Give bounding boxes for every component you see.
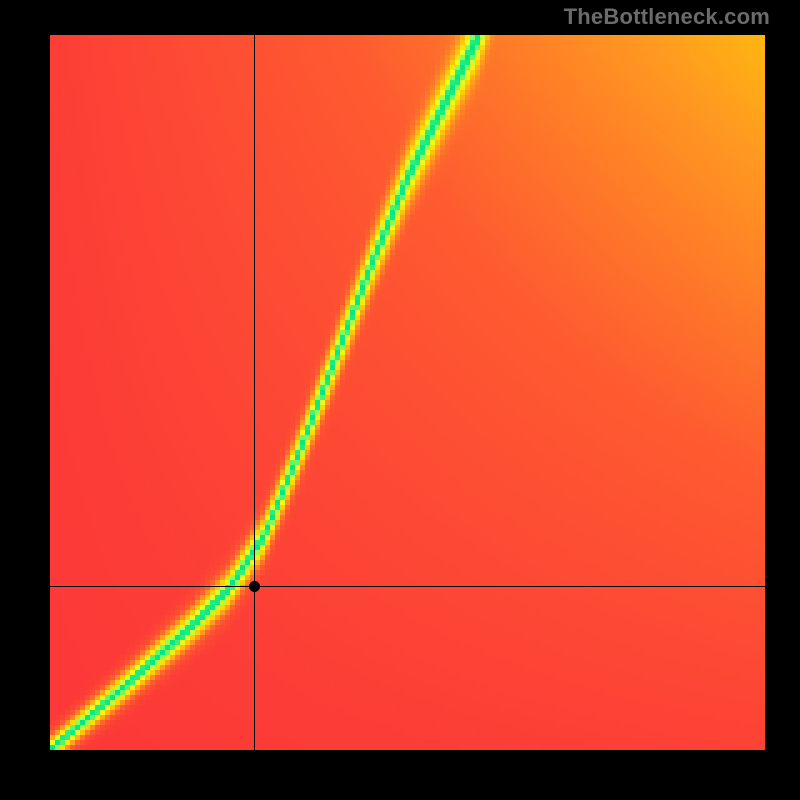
heatmap-plot [50,35,765,750]
crosshair-vertical [254,35,255,750]
watermark-text: TheBottleneck.com [564,4,770,30]
heatmap-canvas [50,35,765,750]
crosshair-horizontal [50,586,765,587]
